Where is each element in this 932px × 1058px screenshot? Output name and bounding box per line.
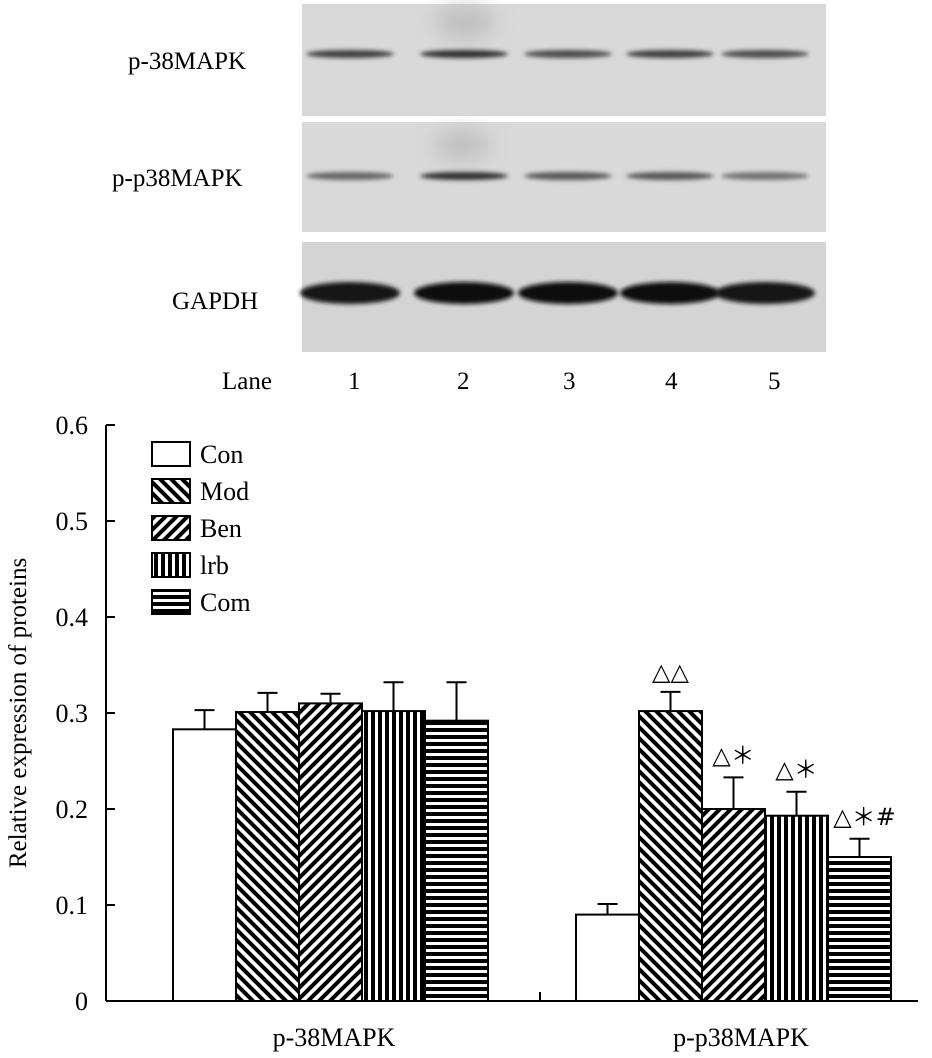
legend-swatch-mod — [151, 478, 191, 504]
blot-band — [721, 172, 809, 180]
blot-band — [306, 172, 394, 180]
bar-lrb-2 — [764, 814, 829, 1002]
bar-com-1 — [424, 719, 489, 1002]
legend-swatch-ben — [151, 515, 191, 541]
y-axis-label: Relative expression of proteins — [5, 558, 32, 868]
blot-panels — [300, 4, 826, 352]
x-category-label: p-38MAPK — [273, 1023, 396, 1052]
lane-number-2: 2 — [457, 368, 470, 395]
lane-number-1: 1 — [348, 368, 361, 395]
significance-marker: △△ — [652, 658, 689, 686]
bar-con-1 — [172, 728, 237, 1002]
blot-row-label-2: p-p38MAPK — [112, 165, 243, 192]
lane-title: Lane — [222, 368, 272, 395]
lane-number-4: 4 — [665, 368, 678, 395]
blot-band — [715, 282, 815, 304]
significance-marker: △＊ — [775, 756, 817, 784]
blot-band — [306, 50, 394, 58]
blot-band — [414, 282, 514, 304]
blot-band — [721, 50, 809, 58]
bar-mod-2 — [638, 710, 703, 1003]
bar-mod-1 — [235, 711, 300, 1002]
bar-ben-2 — [701, 808, 766, 1002]
y-tick-label: 0.1 — [56, 891, 89, 920]
blot-panel-1 — [302, 4, 826, 116]
y-tick-label: 0 — [75, 987, 88, 1016]
blot-smudge — [435, 4, 495, 40]
legend-label-lrb: lrb — [200, 551, 229, 580]
bar-con-2 — [575, 913, 640, 1002]
legend-label-ben: Ben — [200, 514, 242, 543]
blot-band — [420, 50, 508, 58]
blot-row-label-3: GAPDH — [172, 288, 259, 315]
blot-band — [524, 172, 612, 180]
legend-swatch-com — [151, 589, 191, 615]
significance-marker: △＊# — [833, 803, 896, 831]
y-tick-label: 0.6 — [56, 411, 89, 440]
blot-band — [420, 172, 508, 180]
blot-row-label-1: p-38MAPK — [128, 48, 247, 75]
bar-ben-1 — [298, 702, 363, 1003]
lane-number-5: 5 — [768, 368, 781, 395]
blot-band — [620, 282, 720, 304]
legend-swatch-lrb — [151, 552, 191, 578]
bar-com-2 — [827, 856, 892, 1002]
legend-label-com: Com — [200, 588, 251, 617]
legend-swatch-con — [151, 441, 191, 467]
y-tick-label: 0.4 — [56, 603, 89, 632]
bar-lrb-1 — [361, 710, 426, 1003]
blot-band — [300, 282, 400, 304]
legend-label-mod: Mod — [200, 477, 249, 506]
significance-marker: △＊ — [712, 741, 754, 769]
blot-band — [518, 282, 618, 304]
y-tick-label: 0.5 — [56, 507, 89, 536]
blot-smudge — [434, 129, 490, 161]
y-tick-label: 0.3 — [56, 699, 89, 728]
blot-band — [626, 50, 714, 58]
x-category-label: p-p38MAPK — [673, 1023, 809, 1052]
blot-band — [524, 50, 612, 58]
legend-label-con: Con — [200, 440, 243, 469]
bar-chart: 0 0.1 0.2 0.3 0.4 0.5 0.6 p-38MAPK p-p38MAPK Rel… — [5, 411, 918, 1052]
lane-number-3: 3 — [563, 368, 576, 395]
blot-band — [626, 172, 714, 180]
y-tick-label: 0.2 — [56, 795, 89, 824]
